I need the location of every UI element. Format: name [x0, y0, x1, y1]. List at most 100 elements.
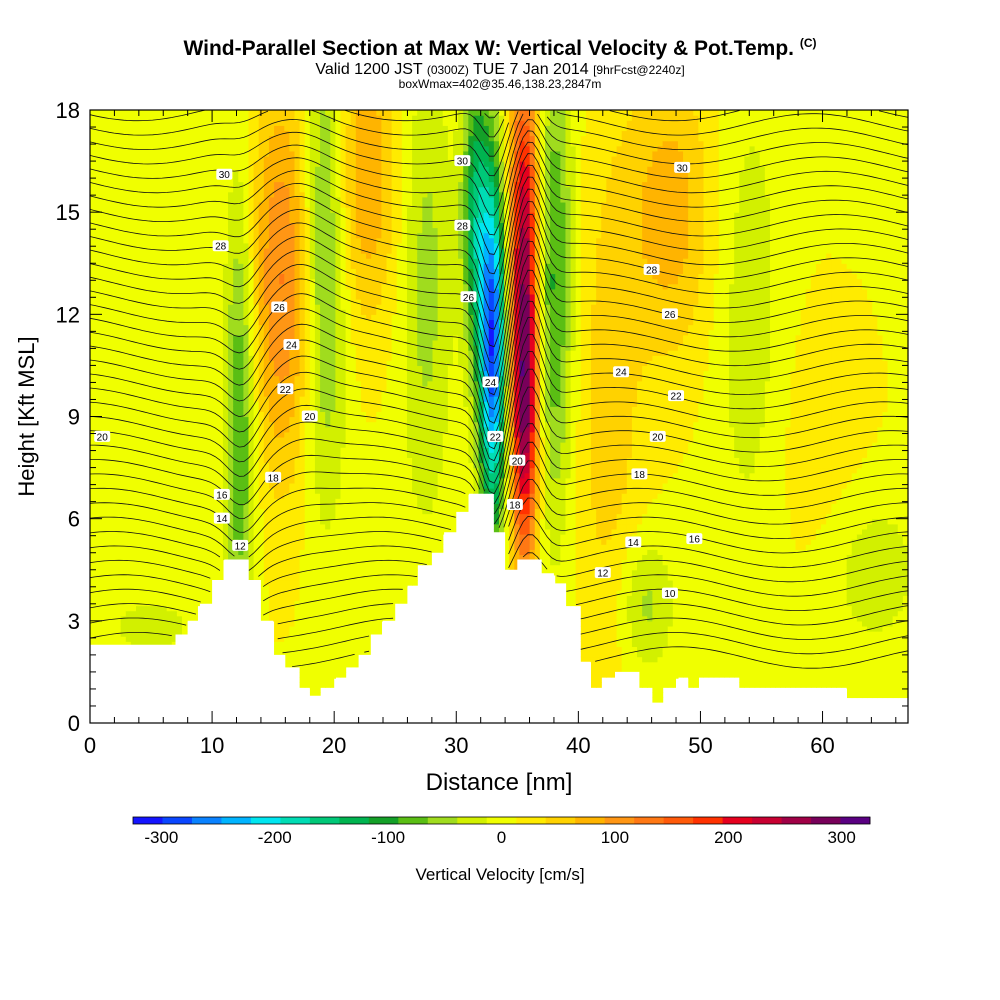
field-cell — [146, 508, 152, 515]
field-cell — [120, 396, 127, 402]
field-cell — [304, 201, 311, 208]
field-cell — [156, 299, 163, 305]
field-cell — [166, 370, 173, 377]
field-cell — [207, 309, 214, 315]
field-cell — [212, 360, 219, 367]
field-cell — [274, 130, 280, 137]
field-cell — [320, 442, 326, 448]
field-cell — [330, 155, 336, 162]
field-cell — [233, 436, 239, 443]
field-cell — [320, 125, 326, 132]
field-cell — [248, 258, 255, 264]
field-cell — [95, 288, 101, 295]
field-cell — [309, 125, 316, 132]
field-cell — [233, 222, 239, 229]
field-cell — [268, 554, 275, 561]
field-cell — [268, 559, 275, 566]
field-cell — [120, 344, 127, 351]
field-cell — [197, 442, 204, 448]
field-cell — [171, 283, 178, 290]
field-cell — [207, 544, 214, 550]
field-cell — [274, 140, 280, 147]
field-cell — [151, 462, 158, 469]
field-cell — [182, 396, 188, 402]
field-cell — [161, 344, 168, 351]
field-cell — [176, 488, 183, 494]
field-cell — [335, 579, 342, 586]
field-cell — [238, 201, 244, 208]
field-cell — [320, 559, 326, 566]
field-cell — [253, 508, 260, 515]
field-cell — [136, 283, 142, 290]
field-cell — [248, 232, 255, 239]
field-cell — [274, 385, 280, 392]
field-cell — [110, 513, 117, 520]
field-cell — [151, 350, 158, 356]
field-cell — [289, 579, 296, 586]
field-cell — [202, 431, 209, 438]
field-cell — [284, 493, 290, 499]
field-cell — [105, 191, 112, 198]
field-cell — [115, 166, 122, 172]
field-cell — [161, 467, 168, 474]
field-cell — [263, 493, 270, 499]
field-cell — [125, 549, 132, 556]
field-cell — [294, 217, 301, 223]
field-cell — [320, 411, 326, 418]
field-cell — [187, 493, 193, 499]
field-cell — [115, 544, 122, 550]
field-cell — [253, 396, 260, 402]
field-cell — [320, 416, 326, 423]
field-cell — [187, 533, 193, 540]
field-cell — [115, 365, 122, 372]
field-cell — [197, 431, 204, 438]
field-cell — [222, 135, 229, 142]
field-cell — [228, 304, 234, 310]
field-cell — [105, 140, 112, 147]
field-cell — [156, 222, 163, 229]
field-cell — [100, 539, 106, 545]
field-cell — [146, 375, 152, 382]
field-cell — [243, 533, 250, 540]
field-cell — [243, 130, 250, 137]
field-cell — [233, 288, 239, 295]
field-cell — [100, 585, 106, 591]
field-cell — [176, 533, 183, 540]
field-cell — [279, 646, 285, 653]
field-cell — [222, 329, 229, 336]
field-cell — [207, 155, 214, 162]
field-cell — [238, 390, 244, 397]
field-cell — [161, 150, 168, 157]
field-cell — [284, 585, 290, 591]
field-cell — [330, 416, 336, 423]
field-cell — [202, 482, 209, 489]
field-cell — [325, 196, 331, 203]
field-cell — [182, 539, 188, 545]
field-cell — [217, 319, 224, 326]
field-cell — [299, 360, 306, 367]
field-cell — [166, 493, 173, 499]
field-cell — [253, 431, 260, 438]
field-cell — [197, 217, 204, 223]
field-cell — [171, 447, 178, 453]
field-cell — [284, 263, 290, 269]
field-cell — [314, 324, 321, 331]
field-cell — [125, 452, 132, 458]
field-cell — [268, 615, 275, 622]
field-cell — [110, 544, 117, 550]
field-cell — [243, 416, 250, 423]
field-cell — [330, 212, 336, 218]
field-cell — [151, 533, 158, 540]
field-cell — [268, 135, 275, 142]
field-cell — [146, 150, 152, 157]
field-cell — [284, 288, 290, 295]
field-cell — [156, 390, 163, 397]
field-cell — [212, 145, 219, 152]
field-cell — [146, 620, 152, 627]
field-cell — [171, 350, 178, 356]
field-cell — [217, 201, 224, 208]
field-cell — [325, 314, 331, 321]
field-cell — [125, 232, 132, 239]
field-cell — [120, 339, 127, 346]
field-cell — [120, 196, 127, 203]
